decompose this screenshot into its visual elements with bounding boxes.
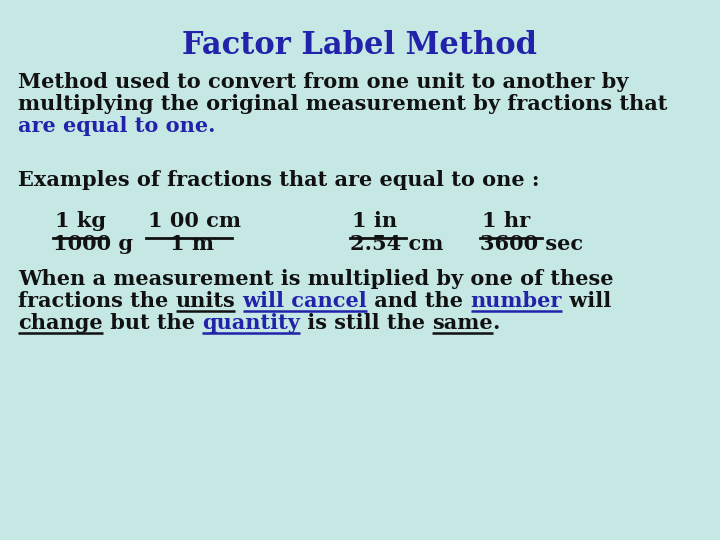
- Text: but the: but the: [103, 313, 202, 333]
- Text: .: .: [492, 313, 500, 333]
- Text: multiplying the original measurement by fractions that: multiplying the original measurement by …: [18, 94, 667, 114]
- Text: Factor Label Method: Factor Label Method: [182, 30, 538, 61]
- Text: quantity: quantity: [202, 313, 300, 333]
- Text: 3600 sec: 3600 sec: [480, 234, 583, 254]
- Text: are equal to one.: are equal to one.: [18, 116, 215, 136]
- Text: is still the: is still the: [300, 313, 432, 333]
- Text: and the: and the: [367, 291, 470, 311]
- Text: will cancel: will cancel: [243, 291, 367, 311]
- Text: change: change: [18, 313, 103, 333]
- Text: 1000 g: 1000 g: [53, 234, 133, 254]
- Text: Method used to convert from one unit to another by: Method used to convert from one unit to …: [18, 72, 629, 92]
- Text: units: units: [176, 291, 235, 311]
- Text: 2.54 cm: 2.54 cm: [350, 234, 444, 254]
- Text: 1 m: 1 m: [170, 234, 214, 254]
- Text: When a measurement is multiplied by one of these: When a measurement is multiplied by one …: [18, 269, 613, 289]
- Text: fractions the: fractions the: [18, 291, 176, 311]
- Text: will: will: [562, 291, 611, 311]
- Text: 1 kg: 1 kg: [55, 211, 106, 231]
- Text: 1 in: 1 in: [352, 211, 397, 231]
- Text: 1 00 cm: 1 00 cm: [148, 211, 241, 231]
- Text: 1 hr: 1 hr: [482, 211, 530, 231]
- Text: number: number: [470, 291, 562, 311]
- Text: same: same: [432, 313, 492, 333]
- Text: Examples of fractions that are equal to one :: Examples of fractions that are equal to …: [18, 170, 539, 190]
